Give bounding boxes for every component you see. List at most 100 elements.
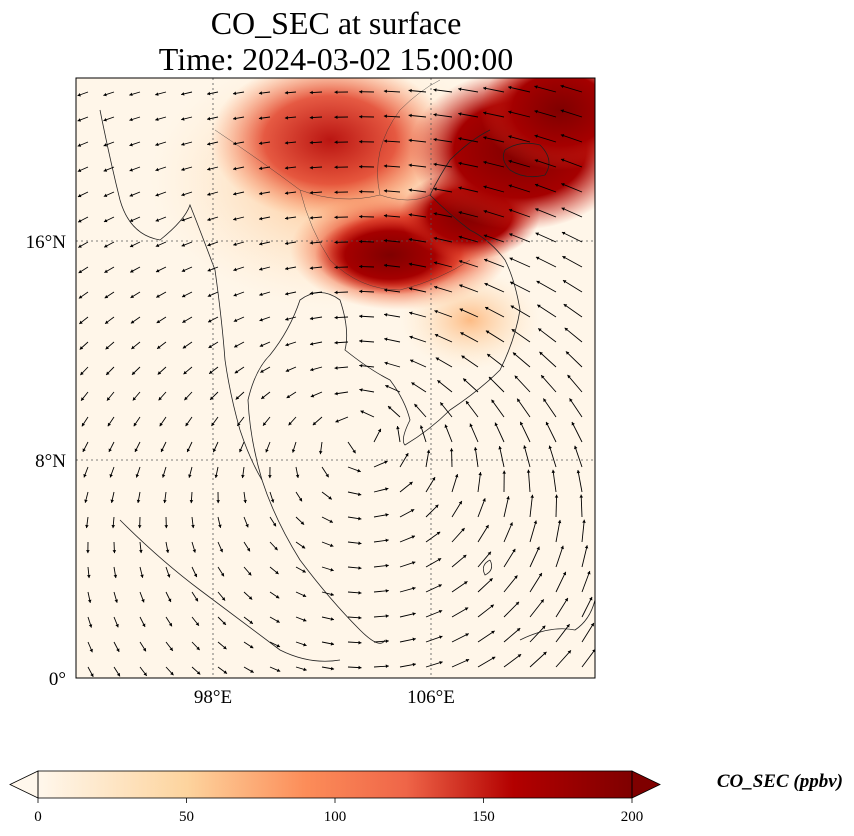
wind-vector-head <box>359 388 363 392</box>
wind-vector-head <box>458 87 462 92</box>
wind-vector-head <box>335 419 339 423</box>
wind-vector-head <box>576 469 581 474</box>
wind-vector-head <box>265 448 269 453</box>
wind-vector-head <box>592 649 595 653</box>
wind-vector <box>483 258 505 268</box>
wind-vector-head <box>130 320 135 324</box>
wind-vector-head <box>562 256 566 260</box>
wind-vector-head <box>334 391 338 396</box>
wind-vector-head <box>186 448 191 453</box>
wind-vector-head <box>483 234 488 238</box>
wind-vector <box>465 400 479 418</box>
wind-vector <box>460 332 479 343</box>
wind-vector-head <box>491 630 495 635</box>
wind-vector-head <box>78 269 83 273</box>
wind-vector-head <box>219 548 223 553</box>
wind-vector-head <box>359 363 363 368</box>
wind-vector <box>477 498 486 518</box>
wind-vector <box>562 279 583 293</box>
wind-vector-head <box>274 546 278 551</box>
wind-vector-head <box>582 519 586 523</box>
wind-vector-head <box>155 117 159 121</box>
wind-vector-head <box>233 242 237 246</box>
wind-vector <box>581 648 595 668</box>
wind-vector <box>567 374 583 393</box>
wind-vector-head <box>134 448 138 452</box>
wind-vector-head <box>465 400 470 405</box>
wind-vector <box>433 237 453 243</box>
wind-vector-head <box>483 136 487 140</box>
wind-vector-head <box>142 647 146 652</box>
wind-vector-head <box>222 621 226 625</box>
wind-vector-head <box>412 662 416 667</box>
wind-vector-head <box>411 535 415 539</box>
colorbar-tick-100: 100 <box>324 809 347 825</box>
wind-vector <box>483 185 505 193</box>
wind-vector-head <box>409 311 413 315</box>
wind-vector-head <box>258 166 263 171</box>
coastlines <box>99 109 595 662</box>
wind-vector <box>555 571 567 593</box>
wind-vector-head <box>116 648 120 652</box>
wind-vector-head <box>516 628 521 632</box>
wind-vector-head <box>107 422 111 427</box>
wind-vector <box>483 136 505 143</box>
wind-vector <box>536 304 557 318</box>
wind-vector <box>433 163 453 168</box>
wind-vector <box>485 330 505 343</box>
wind-vector-head <box>385 589 389 593</box>
wind-vector-head <box>383 139 387 143</box>
wind-vector <box>529 651 547 668</box>
wind-vector-head <box>508 159 512 164</box>
wind-vector-head <box>534 85 538 89</box>
wind-vector-head <box>302 593 307 598</box>
wind-vector-head <box>541 375 545 379</box>
wind-vector-head <box>309 266 314 270</box>
wind-vector-head <box>334 140 338 145</box>
wind-vector-head <box>249 620 253 624</box>
wind-vector <box>539 351 557 368</box>
wind-vector-head <box>233 166 237 171</box>
wind-vector-head <box>103 218 108 223</box>
wind-vector <box>555 494 558 518</box>
wind-vector <box>477 472 482 493</box>
wind-vector-head <box>589 596 593 601</box>
wind-vector-head <box>565 351 570 355</box>
wind-vector-head <box>298 497 303 502</box>
wind-vector-head <box>358 640 362 645</box>
wind-vector-head <box>438 609 443 614</box>
wind-vector-head <box>155 92 159 96</box>
wind-vector-head <box>185 422 189 427</box>
wind-vector-head <box>419 425 424 429</box>
wind-vector-head <box>567 374 571 379</box>
wind-vector-head <box>111 524 116 529</box>
wind-vector-head <box>385 563 389 568</box>
wind-vector-head <box>87 574 91 579</box>
wind-vector-head <box>207 142 211 146</box>
wind-vector <box>458 162 479 168</box>
wind-vector-head <box>454 474 459 478</box>
wind-vector-head <box>512 352 517 356</box>
wind-vector-head <box>396 426 400 430</box>
wind-vector-head <box>136 499 141 503</box>
wind-vector-head <box>214 474 219 478</box>
wind-vector <box>451 633 469 643</box>
wind-vector-head <box>409 335 413 340</box>
wind-vector-head <box>358 566 362 570</box>
colorbar-tick-0: 0 <box>34 809 42 825</box>
wind-vector-head <box>359 189 363 194</box>
wind-vector-head <box>408 163 412 168</box>
wind-vector-head <box>181 268 186 272</box>
wind-vector <box>434 310 453 318</box>
wind-vector-head <box>312 421 317 426</box>
wind-vector-head <box>359 214 363 219</box>
wind-vector-head <box>234 344 238 348</box>
wind-vector <box>477 524 489 543</box>
wind-vector-head <box>275 570 279 575</box>
wind-vector-head <box>543 398 547 403</box>
wind-vector <box>435 357 453 368</box>
wind-vector <box>459 308 479 318</box>
wind-vector-head <box>284 216 289 220</box>
wind-vector-head <box>548 445 552 450</box>
wind-vector-head <box>478 472 482 476</box>
